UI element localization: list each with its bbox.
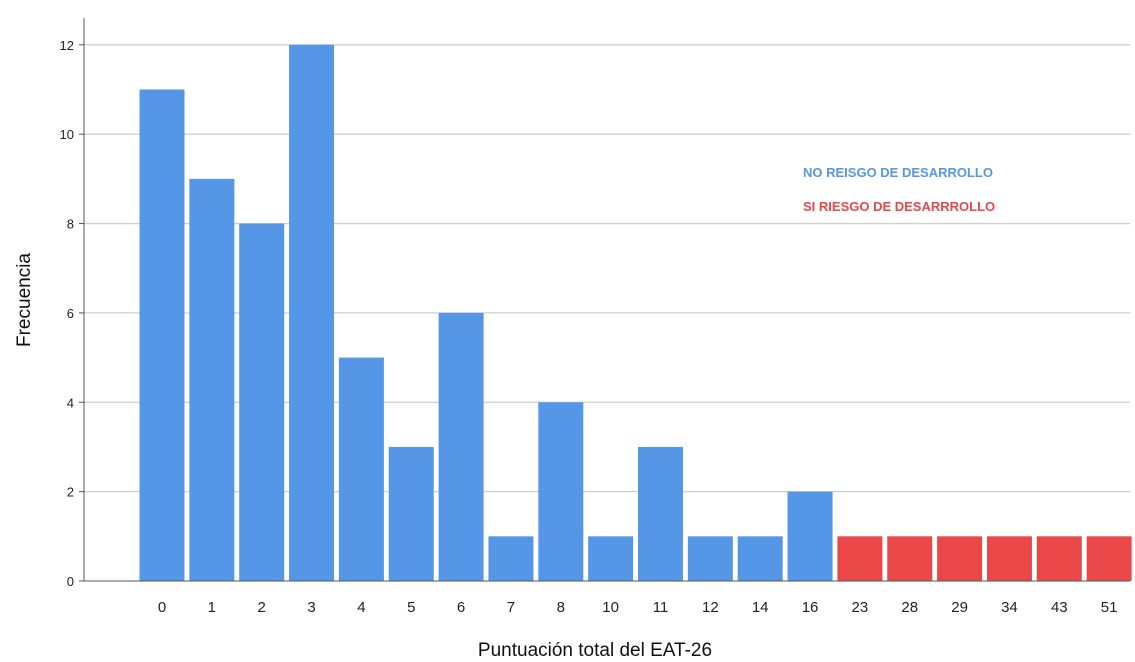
x-tick-label: 12 bbox=[702, 599, 719, 616]
y-tick-label: 0 bbox=[67, 574, 74, 589]
x-tick-label: 6 bbox=[457, 599, 465, 616]
y-tick-label: 2 bbox=[67, 485, 74, 500]
x-tick-label: 7 bbox=[507, 599, 515, 616]
y-tick-label: 12 bbox=[60, 38, 74, 53]
bar-10 bbox=[588, 536, 634, 581]
legend-item-si: SI RIESGO DE DESARRROLLO bbox=[803, 199, 995, 214]
bars bbox=[139, 44, 1132, 582]
y-tick-label: 10 bbox=[60, 127, 74, 142]
bar-23 bbox=[837, 536, 883, 581]
x-axis-title: Puntuación total del EAT-26 bbox=[478, 640, 712, 661]
bar-3 bbox=[289, 44, 335, 582]
x-tick-label: 34 bbox=[1001, 599, 1018, 616]
x-tick-label: 5 bbox=[407, 599, 415, 616]
x-tick-label: 23 bbox=[852, 599, 869, 616]
y-tick-label: 4 bbox=[67, 395, 74, 410]
bar-12 bbox=[687, 536, 733, 581]
bar-5 bbox=[388, 446, 434, 581]
bar-29 bbox=[937, 536, 983, 581]
bar-51 bbox=[1086, 536, 1132, 581]
bar-4 bbox=[338, 357, 384, 581]
x-tick-label: 2 bbox=[258, 599, 266, 616]
bar-43 bbox=[1036, 536, 1082, 581]
y-tick-label: 8 bbox=[67, 217, 74, 232]
x-tick-label: 51 bbox=[1101, 599, 1118, 616]
bar-2 bbox=[239, 223, 285, 582]
x-tick-label: 4 bbox=[357, 599, 365, 616]
x-axis-ticks: 0 1 2 3 4 5 6 7 8 10 11 12 14 16 23 28 29 34 43 51 bbox=[158, 599, 1118, 616]
x-tick-label: 0 bbox=[158, 599, 166, 616]
y-tick-label: 6 bbox=[67, 306, 74, 321]
x-tick-label: 1 bbox=[208, 599, 216, 616]
x-tick-label: 14 bbox=[752, 599, 769, 616]
legend-item-no: NO REISGO DE DESARROLLO bbox=[803, 165, 993, 180]
bar-16 bbox=[787, 491, 833, 581]
y-axis-title: Frecuencia bbox=[14, 253, 35, 347]
x-tick-label: 11 bbox=[653, 599, 669, 616]
bar-8 bbox=[538, 402, 584, 581]
bar-28 bbox=[887, 536, 933, 581]
x-tick-label: 8 bbox=[557, 599, 565, 616]
bar-14 bbox=[737, 536, 783, 581]
x-tick-label: 3 bbox=[307, 599, 315, 616]
bar-6 bbox=[438, 312, 484, 581]
x-tick-label: 29 bbox=[951, 599, 968, 616]
x-tick-label: 28 bbox=[901, 599, 918, 616]
x-tick-label: 10 bbox=[602, 599, 619, 616]
bar-0 bbox=[139, 89, 185, 581]
x-tick-label: 43 bbox=[1051, 599, 1068, 616]
x-tick-label: 16 bbox=[802, 599, 819, 616]
bar-7 bbox=[488, 536, 534, 581]
bar-11 bbox=[638, 446, 683, 581]
y-axis-ticks: 0 2 4 6 8 10 12 bbox=[60, 38, 84, 589]
legend: NO REISGO DE DESARROLLO SI RIESGO DE DESA… bbox=[803, 165, 995, 214]
bar-34 bbox=[986, 536, 1032, 581]
bar-1 bbox=[189, 178, 235, 581]
